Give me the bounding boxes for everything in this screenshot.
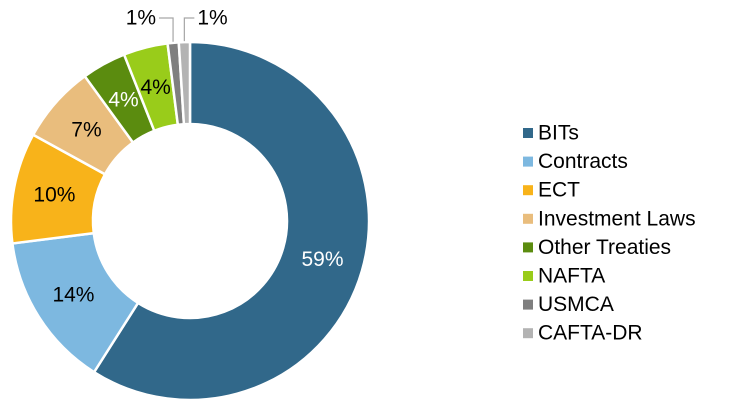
legend-label: Investment Laws: [538, 207, 696, 230]
data-label: 14%: [52, 283, 94, 306]
legend-label: USMCA: [538, 293, 614, 316]
legend-label: ECT: [538, 179, 580, 202]
leader-line: [159, 17, 174, 42]
legend-swatch: [523, 185, 533, 196]
legend-swatch: [523, 299, 533, 310]
legend-label: Other Treaties: [538, 236, 671, 259]
legend-label: BITs: [538, 122, 579, 145]
leader-line: [183, 17, 195, 42]
data-label: 1%: [126, 7, 156, 30]
donut-slice: [177, 40, 192, 126]
legend-swatch: [523, 271, 533, 281]
data-label: 4%: [141, 76, 171, 99]
data-label: 10%: [33, 184, 75, 207]
data-label: 4%: [108, 89, 138, 112]
legend-label: CAFTA-DR: [538, 322, 643, 345]
legend-swatch: [523, 328, 533, 339]
legend-label: NAFTA: [538, 265, 605, 288]
data-label: 59%: [302, 248, 344, 271]
data-label: 1%: [197, 7, 227, 30]
legend-swatch: [523, 242, 533, 253]
data-label: 7%: [71, 118, 101, 141]
legend-label: Contracts: [538, 150, 628, 173]
legend-swatch: [523, 128, 533, 138]
donut-slice: [92, 40, 371, 402]
legend-swatch: [523, 213, 533, 224]
legend-swatch: [523, 156, 533, 167]
